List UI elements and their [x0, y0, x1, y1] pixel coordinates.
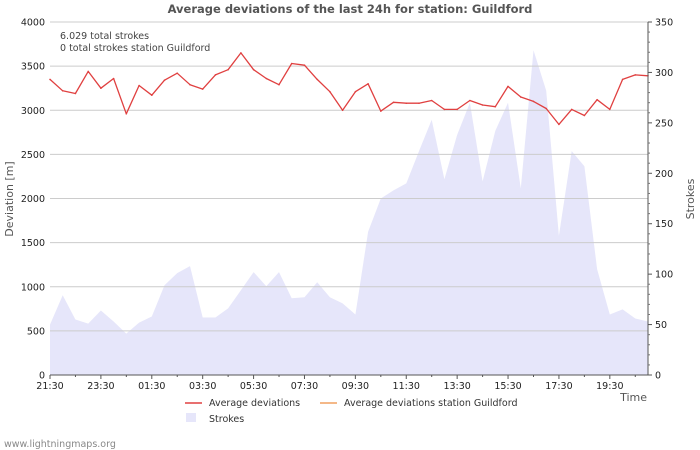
average-deviations-point	[100, 87, 102, 89]
y2-tick-label-300: 300	[655, 68, 673, 79]
average-deviations-point	[341, 109, 344, 112]
x-tick-label-1530: 15:30	[494, 381, 521, 392]
legend-label-average-deviations: Average deviations	[209, 398, 300, 409]
x-tick-label-0530: 05:30	[240, 381, 267, 392]
average-deviations-point	[418, 102, 420, 104]
y-tick-label-4000: 4000	[21, 18, 45, 29]
y2-tick-label-50: 50	[655, 320, 667, 331]
average-deviations-point	[520, 96, 522, 98]
average-deviations-point	[265, 77, 268, 80]
y2-tick-label-350: 350	[655, 18, 673, 29]
x-tick-label-1730: 17:30	[545, 381, 572, 392]
average-deviations-point	[252, 68, 255, 71]
average-deviations-point	[634, 74, 637, 76]
average-deviations-point	[532, 100, 535, 103]
average-deviations-point	[87, 70, 89, 73]
average-deviations-point	[545, 107, 547, 110]
strokes-area-layer	[50, 50, 648, 375]
average-deviations-point	[176, 72, 178, 74]
y-tick-label-2000: 2000	[21, 194, 45, 205]
x-tick-label-1330: 13:30	[443, 381, 470, 392]
average-deviations-point	[151, 94, 153, 96]
average-deviations-point	[583, 114, 586, 117]
x-axis-title: Time	[619, 391, 647, 404]
average-deviations-point	[227, 68, 229, 71]
y2-tick-label-200: 200	[655, 169, 673, 180]
average-deviations-point	[303, 64, 306, 66]
y2-tick-label-150: 150	[655, 219, 673, 230]
average-deviations-point	[61, 90, 64, 92]
average-deviations-point	[558, 123, 560, 126]
y-tick-label-3500: 3500	[21, 62, 45, 73]
average-deviations-point	[329, 90, 331, 93]
legend-label-station-deviations: Average deviations station Guildford	[344, 398, 518, 409]
x-tick-label-1130: 11:30	[393, 381, 420, 392]
average-deviations-point	[621, 78, 624, 81]
average-deviations-point	[443, 108, 446, 111]
x-tick-label-0330: 03:30	[189, 381, 216, 392]
average-deviations-point	[49, 78, 51, 81]
average-deviations-point	[456, 108, 458, 111]
average-deviations-point	[494, 105, 497, 108]
average-deviations-point	[430, 99, 433, 102]
average-deviations-point	[290, 62, 293, 65]
y2-tick-label-0: 0	[655, 371, 661, 382]
chart-title: Average deviations of the last 24h for s…	[168, 2, 533, 16]
axes-layer: 0 500 1000 1500 2000 2500 3000 3500 4000 0 50 100 15…	[21, 18, 673, 393]
legend-swatch-strokes	[186, 413, 196, 422]
y2-axis-title: Strokes	[684, 178, 697, 219]
y-tick-label-0: 0	[39, 371, 45, 382]
average-deviations-point	[367, 83, 369, 85]
average-deviations-point	[609, 108, 611, 111]
average-deviations-point	[201, 88, 204, 90]
x-tick-label-0930: 09:30	[342, 381, 369, 392]
legend-label-strokes: Strokes	[209, 414, 244, 425]
average-deviations-point	[596, 98, 598, 101]
y2-tick-label-100: 100	[655, 270, 673, 281]
y-tick-label-1000: 1000	[21, 282, 45, 293]
site-credit: www.lightningmaps.org	[4, 439, 116, 450]
y2-tick-label-250: 250	[655, 118, 673, 129]
average-deviations-point	[189, 83, 191, 86]
x-tick-label-1930: 19:30	[596, 381, 623, 392]
x-tick-label-2330: 23:30	[87, 381, 114, 392]
average-deviations-point	[278, 83, 280, 86]
average-deviations-point	[240, 52, 242, 54]
average-deviations-point	[138, 84, 140, 87]
grid-layer	[50, 21, 648, 332]
average-deviations-point	[405, 102, 408, 104]
average-deviations-point	[354, 90, 357, 93]
average-deviations-point	[74, 92, 77, 95]
y-tick-label-1500: 1500	[21, 238, 45, 249]
info-station-strokes: 0 total strokes station Guildford	[60, 43, 210, 54]
info-total-strokes: 6.029 total strokes	[60, 31, 149, 42]
average-deviations-point	[570, 108, 573, 111]
y-axis-title: Deviation [m]	[3, 161, 16, 236]
average-deviations-line	[49, 52, 649, 126]
y-tick-label-3000: 3000	[21, 106, 45, 117]
average-deviations-point	[125, 113, 128, 115]
x-tick-label-2130: 21:30	[36, 381, 63, 392]
average-deviations-point	[163, 79, 166, 81]
average-deviations-point	[392, 101, 395, 104]
average-deviations-point	[214, 74, 217, 76]
average-deviations-point	[481, 104, 484, 106]
x-tick-label-0130: 01:30	[138, 381, 165, 392]
deviation-line-layer	[49, 52, 649, 126]
average-deviations-point	[469, 99, 471, 102]
legend: Average deviations Average deviations st…	[185, 398, 518, 425]
x-tick-label-0730: 07:30	[291, 381, 318, 392]
average-deviations-point	[380, 110, 382, 112]
y-tick-label-2500: 2500	[21, 150, 45, 161]
strokes-area	[50, 50, 648, 375]
average-deviations-point	[112, 77, 115, 80]
y-tick-label-500: 500	[27, 326, 45, 337]
average-deviations-point	[507, 85, 509, 88]
average-deviations-point	[316, 78, 319, 81]
